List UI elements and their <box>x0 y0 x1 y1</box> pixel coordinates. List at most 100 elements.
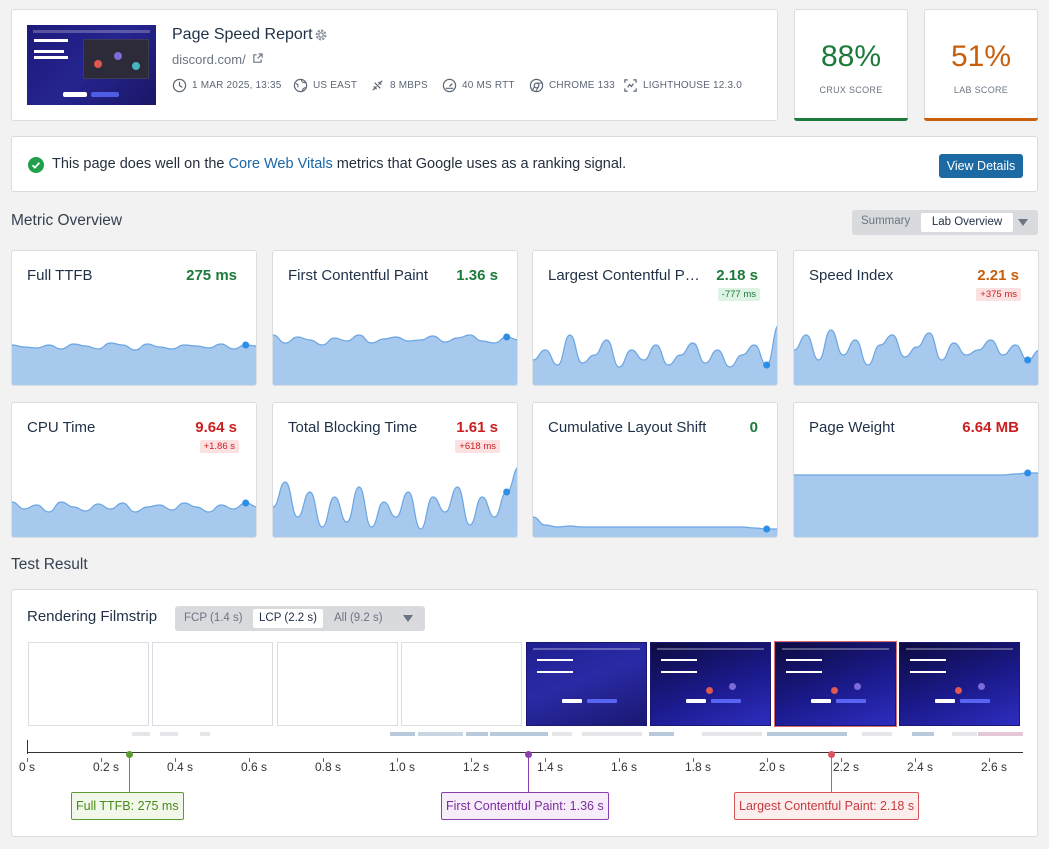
sparkline-line <box>533 325 777 368</box>
filmstrip-frame[interactable] <box>899 642 1020 726</box>
sparkline-area <box>533 326 777 385</box>
timeline-tick-label: 0 s <box>19 760 36 774</box>
view-details-button[interactable]: View Details <box>939 154 1023 178</box>
request-strip <box>978 732 1023 736</box>
overview-toggle[interactable]: Summary Lab Overview <box>852 210 1038 235</box>
chrome-icon <box>529 78 544 93</box>
timeline-tick-label: 2.6 s <box>981 760 1008 774</box>
metric-delta-badge: -777 ms <box>717 288 760 301</box>
metric-tile[interactable]: Cumulative Layout Shift 0 <box>532 402 778 538</box>
timeline-tick <box>915 758 916 762</box>
metric-tile[interactable]: Speed Index 2.21 s +375 ms <box>793 250 1039 386</box>
filmstrip-title: Rendering Filmstrip <box>27 608 158 625</box>
gear-icon[interactable] <box>314 28 328 42</box>
metric-value: 1.61 s <box>456 419 498 436</box>
timeline-tick <box>767 758 768 762</box>
lab-score-label: LAB SCORE <box>953 85 1009 95</box>
clock-icon <box>172 78 187 93</box>
page-url[interactable]: discord.com/ <box>172 52 246 67</box>
request-strip <box>490 732 548 736</box>
page-thumbnail[interactable] <box>27 25 156 105</box>
test-date: 1 MAR 2025, 13:35 <box>172 78 282 93</box>
test-bandwidth: 8 MBPS <box>370 78 428 93</box>
metric-tile[interactable]: First Contentful Paint 1.36 s <box>272 250 518 386</box>
request-strip <box>862 732 892 736</box>
timeline-tick-label: 1.6 s <box>611 760 638 774</box>
sparkline-dot <box>763 525 771 533</box>
tab-lcp[interactable]: LCP (2.2 s) <box>253 609 323 628</box>
tab-all[interactable]: All (9.2 s) <box>334 612 383 624</box>
sparkline-dot <box>242 499 250 507</box>
request-strip <box>952 732 977 736</box>
metric-sparkline <box>273 333 517 385</box>
metric-name: Speed Index <box>809 267 894 284</box>
metric-sparkline <box>12 499 256 537</box>
lab-score-card[interactable]: 51% LAB SCORE <box>924 9 1038 121</box>
timeline-tick <box>619 758 620 762</box>
tab-lab-overview[interactable]: Lab Overview <box>921 213 1013 232</box>
timeline-tick-label: 0.2 s <box>93 760 120 774</box>
filmstrip-frame[interactable] <box>152 642 273 726</box>
metric-tile[interactable]: Full TTFB 275 ms <box>11 250 257 386</box>
chevron-down-icon[interactable] <box>403 615 413 622</box>
sparkline-dot <box>503 333 511 341</box>
filmstrip-frame[interactable] <box>277 642 398 726</box>
filmstrip-frame[interactable] <box>526 642 647 726</box>
tab-fcp[interactable]: FCP (1.4 s) <box>184 612 243 624</box>
external-link-icon[interactable] <box>252 53 263 64</box>
core-web-vitals-link[interactable]: Core Web Vitals <box>228 156 333 172</box>
test-lighthouse: LIGHTHOUSE 12.3.0 <box>623 78 742 93</box>
timeline-tick-label: 1.8 s <box>685 760 712 774</box>
filmstrip-frame[interactable] <box>28 642 149 726</box>
metric-sparkline <box>12 341 256 385</box>
filmstrip-frame[interactable] <box>650 642 771 726</box>
metric-tile[interactable]: CPU Time 9.64 s +1.86 s <box>11 402 257 538</box>
lcp-marker-label: Largest Contentful Paint: 2.18 s <box>734 792 920 820</box>
metric-value: 2.18 s <box>716 267 758 284</box>
filmstrip-toggle[interactable]: FCP (1.4 s) LCP (2.2 s) All (9.2 s) <box>175 606 425 631</box>
metric-name: Full TTFB <box>27 267 93 284</box>
metric-value: 6.64 MB <box>962 419 1019 436</box>
filmstrip-frame-lcp[interactable] <box>774 641 897 727</box>
metric-sparkline <box>533 516 777 537</box>
request-strip <box>200 732 210 736</box>
metric-name: Largest Contentful Paint <box>548 267 708 284</box>
cwv-banner: This page does well on the Core Web Vita… <box>11 136 1038 192</box>
sparkline-line <box>273 467 517 530</box>
timeline-tick <box>471 758 472 762</box>
request-strip <box>649 732 674 736</box>
crux-score-card[interactable]: 88% CRUX SCORE <box>794 9 908 121</box>
sparkline-area <box>12 502 256 537</box>
ttfb-marker-label: Full TTFB: 275 ms <box>71 792 184 820</box>
sparkline-dot <box>763 361 771 369</box>
timeline-tick <box>175 758 176 762</box>
sparkline-line <box>12 342 256 351</box>
metric-sparkline <box>533 325 777 385</box>
timeline-tick-label: 1.0 s <box>389 760 416 774</box>
lighthouse-icon <box>624 79 637 92</box>
metric-tile[interactable]: Largest Contentful Paint 2.18 s -777 ms <box>532 250 778 386</box>
test-rtt: 40 MS RTT <box>442 78 515 93</box>
metric-value: 275 ms <box>186 267 237 284</box>
sparkline-dot <box>1024 356 1032 364</box>
timeline-tick <box>27 758 28 762</box>
sparkline-line <box>12 501 256 513</box>
request-strip <box>390 732 415 736</box>
filmstrip-frame[interactable] <box>401 642 522 726</box>
crux-score-label: CRUX SCORE <box>819 85 883 95</box>
chevron-down-icon[interactable] <box>1018 219 1028 226</box>
metric-sparkline <box>273 467 517 537</box>
timeline-tick-label: 2.4 s <box>907 760 934 774</box>
metric-sparkline <box>794 329 1038 385</box>
request-strip <box>912 732 934 736</box>
banner-text: This page does well on the Core Web Vita… <box>52 156 627 172</box>
page-title: Page Speed Report <box>172 26 313 43</box>
tab-summary[interactable]: Summary <box>861 215 911 227</box>
test-browser: CHROME 133 <box>529 78 615 93</box>
metric-name: CPU Time <box>27 419 96 436</box>
metric-tile[interactable]: Total Blocking Time 1.61 s +618 ms <box>272 402 518 538</box>
metric-delta-badge: +1.86 s <box>199 440 239 453</box>
metric-tile[interactable]: Page Weight 6.64 MB <box>793 402 1039 538</box>
test-result-card: Rendering Filmstrip FCP (1.4 s) LCP (2.2… <box>11 589 1038 837</box>
request-strip <box>552 732 572 736</box>
